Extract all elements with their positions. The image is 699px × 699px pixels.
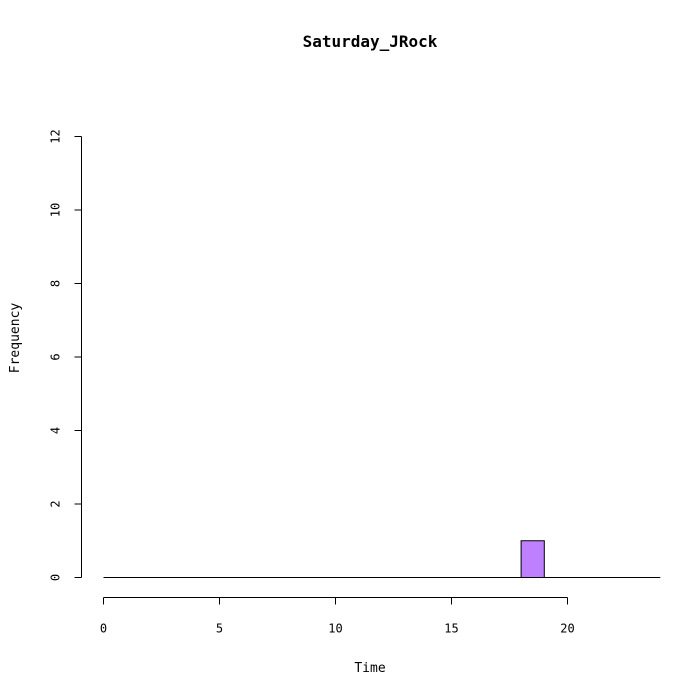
chart-title: Saturday_JRock bbox=[303, 32, 438, 51]
y-axis-label: Frequency bbox=[8, 303, 23, 374]
x-tick-label: 10 bbox=[328, 622, 342, 636]
x-axis-label: Time bbox=[354, 661, 385, 676]
y-tick-label: 2 bbox=[49, 500, 63, 507]
x-tick-label: 0 bbox=[100, 622, 107, 636]
y-tick-label: 6 bbox=[49, 353, 63, 360]
x-axis: 0 5 10 15 20 bbox=[100, 597, 575, 636]
x-tick-label: 20 bbox=[560, 622, 574, 636]
y-tick-label: 0 bbox=[49, 574, 63, 581]
histogram-bar bbox=[520, 540, 545, 578]
x-tick-label: 15 bbox=[444, 622, 458, 636]
y-tick-label: 4 bbox=[49, 427, 63, 434]
y-axis: 0 2 4 6 8 10 12 bbox=[49, 129, 82, 581]
y-tick-label: 12 bbox=[49, 129, 63, 143]
y-tick-label: 10 bbox=[49, 203, 63, 217]
bars-group bbox=[520, 540, 545, 578]
y-tick-label: 8 bbox=[49, 280, 63, 287]
x-tick-label: 5 bbox=[216, 622, 223, 636]
